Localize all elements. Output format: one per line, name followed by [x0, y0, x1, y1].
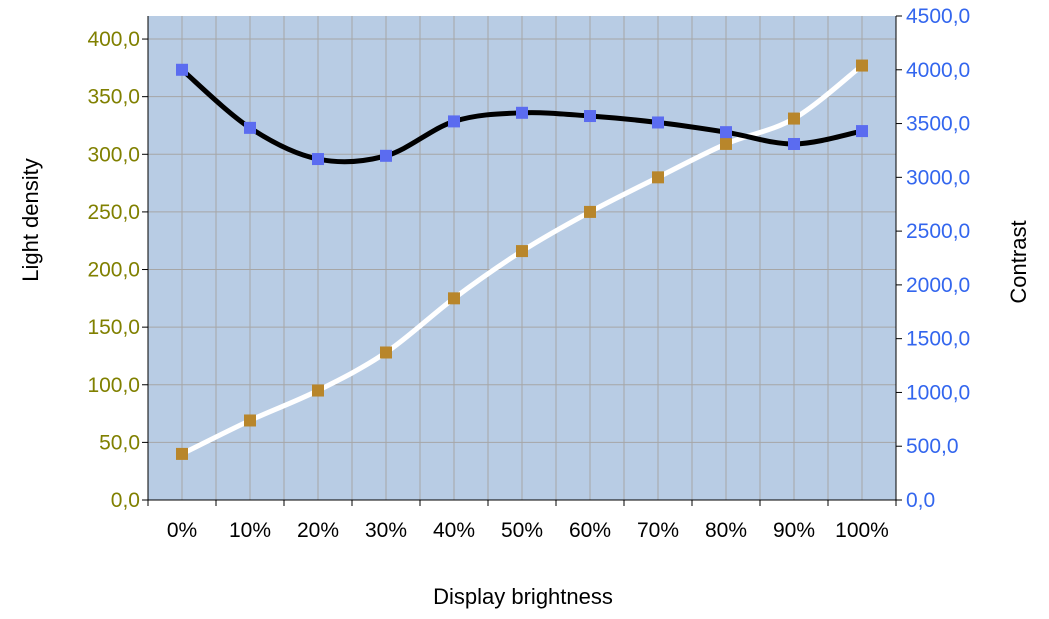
left-tick-label: 350,0 [87, 86, 140, 109]
right-tick-label: 2500,0 [906, 220, 970, 243]
left-tick-label: 0,0 [111, 489, 140, 512]
right-axis-title: Contrast [1006, 220, 1031, 303]
light-density-point [244, 414, 256, 427]
right-tick-label: 4500,0 [906, 5, 970, 28]
contrast-point [380, 149, 392, 162]
contrast-point [176, 63, 188, 76]
tick-labels: 0,0 50,0 100,0 150,0 200,0 250,0 300,0 350,0 400… [87, 5, 970, 542]
right-tick-label: 1000,0 [906, 381, 970, 404]
grid-lines [147, 16, 897, 501]
light-density-point [788, 112, 800, 125]
right-tick-label: 2000,0 [906, 274, 970, 297]
contrast-point [312, 153, 324, 166]
x-tick-label: 0% [167, 519, 197, 542]
right-tick-label: 500,0 [906, 435, 959, 458]
right-tick-label: 1500,0 [906, 328, 970, 351]
left-tick-label: 300,0 [87, 143, 140, 166]
light-density-point [652, 171, 664, 184]
contrast-point [584, 110, 596, 123]
series-layer [176, 59, 868, 460]
left-tick-label: 150,0 [87, 316, 140, 339]
left-tick-label: 400,0 [87, 28, 140, 51]
light-density-point [176, 447, 188, 460]
x-tick-label: 50% [501, 519, 543, 542]
x-tick-label: 30% [365, 519, 407, 542]
contrast-point [856, 125, 868, 138]
x-tick-label: 80% [705, 519, 747, 542]
light-density-point [448, 292, 460, 305]
light-density-point [720, 137, 732, 150]
contrast-point [788, 137, 800, 150]
contrast-point [516, 106, 528, 119]
left-tick-label: 200,0 [87, 259, 140, 282]
left-tick-label: 250,0 [87, 201, 140, 224]
light-density-point [856, 59, 868, 72]
contrast-point [448, 115, 460, 128]
x-tick-label: 90% [773, 519, 815, 542]
light-density-point [380, 346, 392, 359]
right-tick-label: 4000,0 [906, 59, 970, 82]
light-density-point [312, 384, 324, 397]
x-tick-label: 10% [229, 519, 271, 542]
axes [142, 15, 902, 506]
x-tick-label: 70% [637, 519, 679, 542]
x-axis-title: Display brightness [433, 584, 613, 609]
x-tick-label: 60% [569, 519, 611, 542]
left-tick-label: 100,0 [87, 374, 140, 397]
right-tick-label: 3000,0 [906, 166, 970, 189]
x-tick-label: 40% [433, 519, 475, 542]
x-tick-label: 20% [297, 519, 339, 542]
left-tick-label: 50,0 [99, 431, 140, 454]
left-axis-title: Light density [18, 158, 43, 282]
light-density-point [584, 205, 596, 218]
x-tick-label: 100% [835, 519, 889, 542]
contrast-point [720, 126, 732, 139]
contrast-point [652, 116, 664, 129]
right-tick-label: 0,0 [906, 489, 935, 512]
right-tick-label: 3500,0 [906, 113, 970, 136]
contrast-point [244, 121, 256, 134]
light-density-point [516, 245, 528, 258]
